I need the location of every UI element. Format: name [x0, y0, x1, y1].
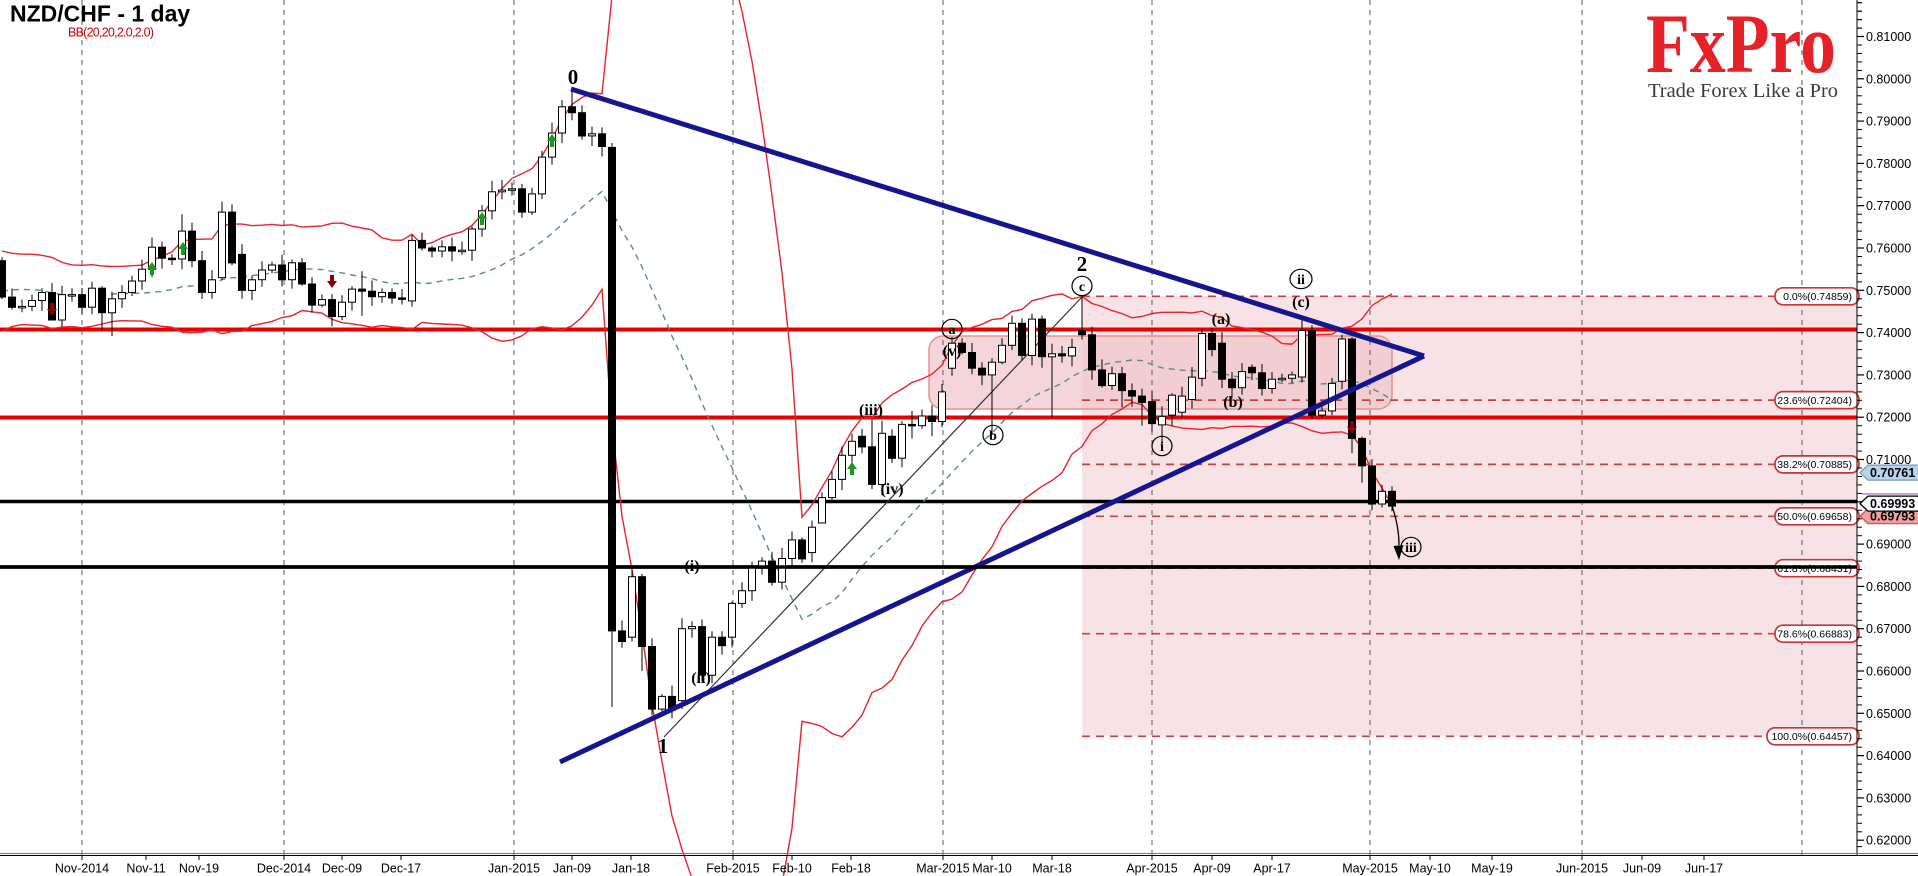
- svg-text:78.6%(0.66883): 78.6%(0.66883): [1777, 629, 1852, 641]
- svg-text:0.71000: 0.71000: [1866, 453, 1911, 467]
- svg-text:Jun-17: Jun-17: [1685, 862, 1723, 876]
- svg-text:(iii): (iii): [859, 402, 883, 419]
- svg-text:Mar-18: Mar-18: [1032, 862, 1072, 876]
- svg-text:a: a: [949, 323, 956, 338]
- svg-text:0.76000: 0.76000: [1866, 242, 1911, 256]
- svg-text:Jan-09: Jan-09: [553, 862, 591, 876]
- svg-text:2: 2: [1077, 252, 1088, 276]
- svg-text:23.6%(0.72404): 23.6%(0.72404): [1777, 395, 1852, 407]
- svg-text:Nov-11: Nov-11: [126, 862, 165, 876]
- svg-text:Dec-2014: Dec-2014: [257, 862, 311, 876]
- svg-text:0.69993: 0.69993: [1870, 497, 1915, 511]
- svg-text:May-2015: May-2015: [1342, 862, 1398, 876]
- svg-text:Jan-18: Jan-18: [612, 862, 650, 876]
- svg-text:FxPro: FxPro: [1646, 0, 1836, 91]
- svg-text:100.0%(0.64457): 100.0%(0.64457): [1771, 731, 1852, 743]
- svg-text:0: 0: [568, 65, 579, 89]
- svg-text:(ii): (ii): [691, 670, 711, 687]
- svg-text:Feb-10: Feb-10: [772, 862, 812, 876]
- svg-text:0.73000: 0.73000: [1866, 368, 1911, 382]
- svg-text:Trade Forex Like a Pro: Trade Forex Like a Pro: [1648, 80, 1838, 102]
- svg-text:Apr-17: Apr-17: [1253, 862, 1291, 876]
- svg-text:Dec-09: Dec-09: [322, 862, 362, 876]
- svg-text:Apr-2015: Apr-2015: [1126, 862, 1177, 876]
- svg-text:b: b: [989, 429, 997, 444]
- svg-text:0.69000: 0.69000: [1866, 538, 1911, 552]
- svg-text:0.79000: 0.79000: [1866, 115, 1911, 129]
- svg-text:0.77000: 0.77000: [1866, 199, 1911, 213]
- svg-text:0.78000: 0.78000: [1866, 157, 1911, 171]
- svg-text:Jan-2015: Jan-2015: [488, 862, 540, 876]
- svg-text:0.68000: 0.68000: [1866, 580, 1911, 594]
- svg-text:(v): (v): [943, 343, 962, 360]
- svg-text:0.74000: 0.74000: [1866, 326, 1911, 340]
- svg-text:Apr-09: Apr-09: [1193, 862, 1231, 876]
- svg-text:0.64000: 0.64000: [1866, 749, 1911, 763]
- svg-text:0.75000: 0.75000: [1866, 284, 1911, 298]
- svg-text:(c): (c): [1292, 294, 1310, 311]
- svg-text:(iv): (iv): [880, 481, 903, 498]
- svg-text:0.70761: 0.70761: [1870, 466, 1915, 480]
- svg-text:Jun-09: Jun-09: [1623, 862, 1661, 876]
- svg-text:0.62000: 0.62000: [1866, 834, 1911, 848]
- svg-text:i: i: [1160, 440, 1164, 455]
- svg-text:BB(20,20,2.0,2.0): BB(20,20,2.0,2.0): [68, 26, 154, 40]
- svg-text:0.81000: 0.81000: [1866, 30, 1911, 44]
- svg-text:ii: ii: [1297, 273, 1305, 288]
- svg-text:Nov-2014: Nov-2014: [55, 862, 109, 876]
- svg-text:0.80000: 0.80000: [1866, 72, 1911, 86]
- svg-text:iii: iii: [1405, 541, 1417, 556]
- svg-text:0.69793: 0.69793: [1870, 510, 1915, 524]
- svg-text:Nov-19: Nov-19: [179, 862, 219, 876]
- svg-text:0.72000: 0.72000: [1866, 411, 1911, 425]
- svg-text:Feb-2015: Feb-2015: [706, 862, 760, 876]
- svg-text:0.65000: 0.65000: [1866, 707, 1911, 721]
- svg-text:0.0%(0.74859): 0.0%(0.74859): [1783, 291, 1852, 303]
- svg-text:c: c: [1079, 280, 1085, 295]
- svg-text:(a): (a): [1212, 311, 1231, 328]
- svg-text:May-19: May-19: [1471, 862, 1513, 876]
- svg-text:0.66000: 0.66000: [1866, 665, 1911, 679]
- svg-text:61.8%(0.68431): 61.8%(0.68431): [1777, 563, 1852, 575]
- svg-text:Feb-18: Feb-18: [831, 862, 871, 876]
- svg-text:1: 1: [658, 734, 669, 758]
- svg-text:0.67000: 0.67000: [1866, 622, 1911, 636]
- svg-text:Dec-17: Dec-17: [381, 862, 421, 876]
- svg-text:NZD/CHF - 1 day: NZD/CHF - 1 day: [10, 1, 190, 27]
- svg-text:50.0%(0.69658): 50.0%(0.69658): [1777, 511, 1852, 523]
- svg-text:38.2%(0.70885): 38.2%(0.70885): [1777, 459, 1852, 471]
- svg-text:Mar-10: Mar-10: [972, 862, 1012, 876]
- svg-text:0.63000: 0.63000: [1866, 791, 1911, 805]
- svg-text:Mar-2015: Mar-2015: [916, 862, 970, 876]
- svg-text:May-10: May-10: [1409, 862, 1451, 876]
- svg-text:(b): (b): [1223, 394, 1243, 411]
- svg-text:Jun-2015: Jun-2015: [1556, 862, 1608, 876]
